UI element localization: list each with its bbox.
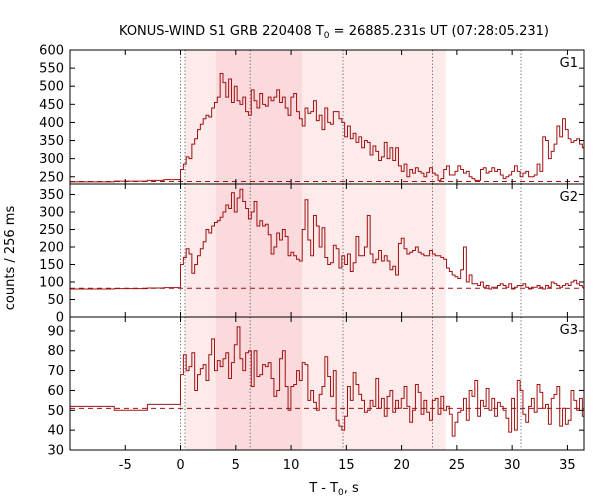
y-tick-label: 300 — [39, 206, 64, 221]
y-tick-label: 150 — [39, 258, 64, 273]
x-tick-label: -5 — [119, 458, 132, 473]
x-tick-label: 0 — [176, 458, 184, 473]
x-axis-label-rest: , s — [344, 481, 359, 496]
chart-title-rest: = 26885.231s UT (07:28:05.231) — [330, 24, 549, 39]
x-tick-label: 35 — [559, 458, 576, 473]
chart-title-subscript: 0 — [324, 31, 330, 41]
panel-g3: 30 40 50 60 70 80 90 -5 0 5 10 15 20 25 30 35 G3 — [47, 316, 585, 473]
x-axis-label-main: T - T — [308, 481, 338, 496]
x-tick-label: 20 — [393, 458, 410, 473]
y-tick-label: 350 — [39, 188, 64, 203]
y-tick-label: 400 — [39, 116, 64, 131]
shaded-interval — [215, 317, 303, 450]
y-tick-label: 250 — [39, 223, 64, 238]
y-tick-label: 600 — [39, 44, 64, 59]
shaded-interval — [215, 184, 303, 317]
y-tick-label: 250 — [39, 170, 64, 185]
y-tick-label: 550 — [39, 62, 64, 77]
light-curve-series — [70, 73, 584, 183]
y-tick-label: 30 — [47, 444, 64, 459]
light-curve-series — [70, 326, 584, 437]
panel-g1: 250 300 350 400 450 500 550 600 G1 — [39, 44, 585, 185]
y-tick-label: 50 — [47, 404, 64, 419]
y-tick-label: 50 — [47, 293, 64, 308]
y-tick-label: 500 — [39, 80, 64, 95]
x-tick-label: 5 — [232, 458, 240, 473]
y-tick-label: 60 — [47, 384, 64, 399]
panel-g2: 0 50 100 150 200 250 300 350 G2 — [39, 183, 585, 326]
y-tick-label: 40 — [47, 424, 64, 439]
x-tick-label: 15 — [338, 458, 355, 473]
y-tick-label: 200 — [39, 241, 64, 256]
panel-label: G1 — [560, 56, 578, 71]
light-curve-series — [70, 188, 584, 290]
y-tick-label: 70 — [47, 364, 64, 379]
y-tick-label: 90 — [47, 324, 64, 339]
panel-label: G2 — [560, 190, 578, 205]
panel-frame — [69, 316, 585, 451]
y-tick-label: 100 — [39, 276, 64, 291]
y-tick-label: 350 — [39, 134, 64, 149]
x-tick-label: 10 — [283, 458, 300, 473]
x-tick-label: 30 — [504, 458, 521, 473]
y-tick-label: 80 — [47, 344, 64, 359]
chart-title-main: KONUS-WIND S1 GRB 220408 T — [119, 24, 324, 39]
shaded-interval — [215, 50, 303, 184]
x-tick-label: 25 — [449, 458, 466, 473]
y-axis-label: counts / 256 ms — [3, 206, 18, 311]
y-tick-label: 0 — [56, 311, 64, 326]
y-tick-label: 300 — [39, 152, 64, 167]
panels-layer: 250300350400450500550600G105010015020025… — [39, 44, 585, 473]
panel-label: G3 — [560, 323, 578, 338]
x-axis-label-subscript: 0 — [338, 488, 344, 498]
chart-title: KONUS-WIND S1 GRB 220408 T0 = 26885.231s… — [119, 24, 549, 41]
x-axis-label: T - T0, s — [308, 481, 359, 498]
y-tick-label: 450 — [39, 98, 64, 113]
